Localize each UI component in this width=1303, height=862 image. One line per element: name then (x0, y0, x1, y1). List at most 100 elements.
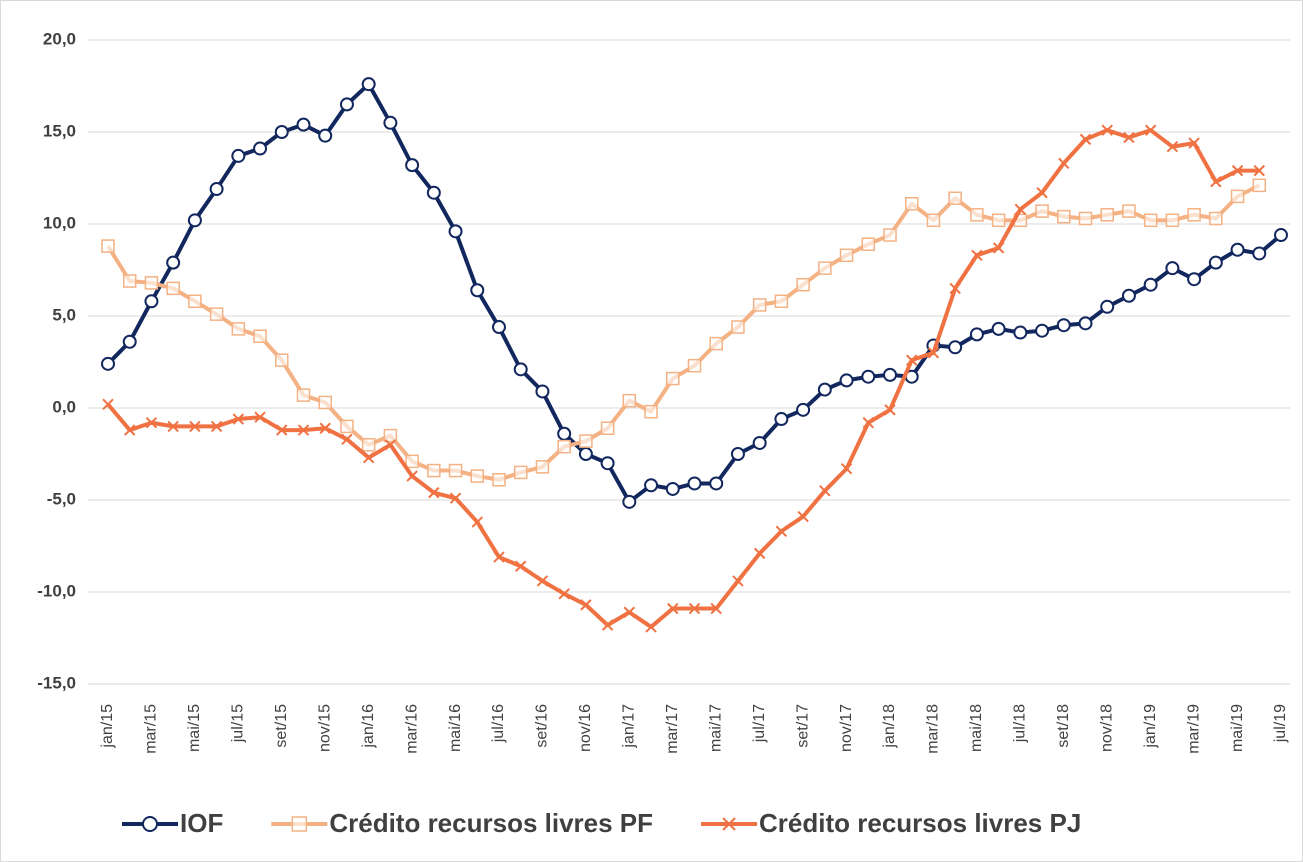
marker (188, 294, 202, 309)
x-tick-label: jul/19 (1272, 704, 1289, 743)
marker (557, 439, 571, 454)
marker (513, 362, 528, 377)
marker (1165, 213, 1180, 228)
marker (1165, 261, 1180, 276)
marker (492, 473, 506, 487)
marker (470, 283, 485, 298)
marker (665, 481, 680, 496)
marker (645, 621, 657, 633)
x-tick-label: jan/16 (360, 704, 377, 749)
x-tick-label: jul/16 (490, 704, 507, 743)
marker (1166, 141, 1179, 153)
marker (839, 248, 854, 263)
marker (231, 322, 246, 336)
marker (1231, 164, 1244, 177)
marker (210, 420, 223, 433)
marker (122, 334, 137, 349)
marker (558, 588, 570, 600)
marker (906, 354, 918, 366)
marker (189, 420, 201, 433)
y-tick-label: -5,0 (47, 489, 76, 508)
marker (1058, 157, 1070, 169)
marker (667, 602, 679, 615)
x-tick-label: set/15 (273, 704, 290, 748)
marker (274, 125, 289, 139)
x-tick-label: jan/18 (881, 704, 898, 749)
marker (1056, 318, 1071, 333)
marker (622, 393, 637, 408)
marker (1230, 189, 1245, 204)
marker (144, 276, 159, 290)
marker (722, 817, 736, 831)
x-tick-label: mar/17 (664, 704, 681, 754)
legend-label: Crédito recursos livres PF (329, 808, 653, 838)
marker (1209, 211, 1223, 226)
x-tick-label: mai/17 (707, 704, 724, 752)
marker (384, 439, 397, 451)
y-tick-label: -15,0 (37, 673, 76, 692)
marker (144, 294, 159, 309)
marker (1035, 323, 1050, 338)
y-tick-label: -10,0 (37, 581, 76, 600)
marker (883, 228, 897, 242)
marker (1122, 204, 1136, 218)
marker (535, 384, 550, 399)
marker (383, 115, 398, 130)
marker (492, 320, 506, 335)
marker (1187, 272, 1202, 287)
x-tick-label: jul/17 (751, 704, 768, 743)
marker (145, 417, 158, 429)
marker (644, 404, 658, 419)
marker (296, 117, 311, 132)
legend-label: Crédito recursos livres PJ (759, 808, 1081, 838)
marker (1123, 131, 1135, 144)
marker (275, 353, 289, 367)
marker (731, 320, 745, 334)
marker (601, 619, 614, 631)
marker (774, 412, 789, 427)
marker (1143, 213, 1158, 228)
marker (732, 575, 744, 587)
marker (318, 128, 333, 143)
marker (1036, 187, 1048, 199)
marker (254, 411, 266, 423)
marker (209, 182, 224, 197)
marker (600, 421, 615, 435)
marker (1100, 299, 1115, 314)
marker (819, 485, 831, 497)
marker (297, 424, 310, 436)
marker (971, 249, 983, 261)
marker (709, 476, 724, 491)
marker (231, 148, 246, 163)
marker (1101, 124, 1113, 136)
marker (1230, 242, 1245, 257)
marker (970, 208, 984, 222)
marker (1208, 255, 1223, 270)
marker (253, 141, 268, 156)
marker (753, 547, 766, 560)
marker (644, 478, 659, 493)
marker (339, 97, 354, 112)
marker (406, 470, 418, 482)
marker (623, 606, 636, 618)
marker (600, 456, 615, 471)
marker (101, 356, 115, 371)
marker (1143, 277, 1158, 292)
marker (319, 422, 331, 434)
marker (383, 428, 398, 443)
y-tick-label: 15,0 (43, 121, 76, 140)
marker (513, 465, 528, 480)
marker (927, 347, 940, 359)
marker (1013, 325, 1028, 340)
x-tick-label: jul/15 (230, 704, 247, 743)
marker (797, 510, 809, 523)
x-tick-label: nov/18 (1098, 704, 1115, 752)
marker (405, 454, 419, 469)
marker (209, 307, 224, 321)
marker (1121, 288, 1136, 303)
marker (1144, 124, 1157, 136)
marker (1035, 204, 1049, 218)
marker (796, 402, 811, 417)
marker (991, 321, 1006, 336)
